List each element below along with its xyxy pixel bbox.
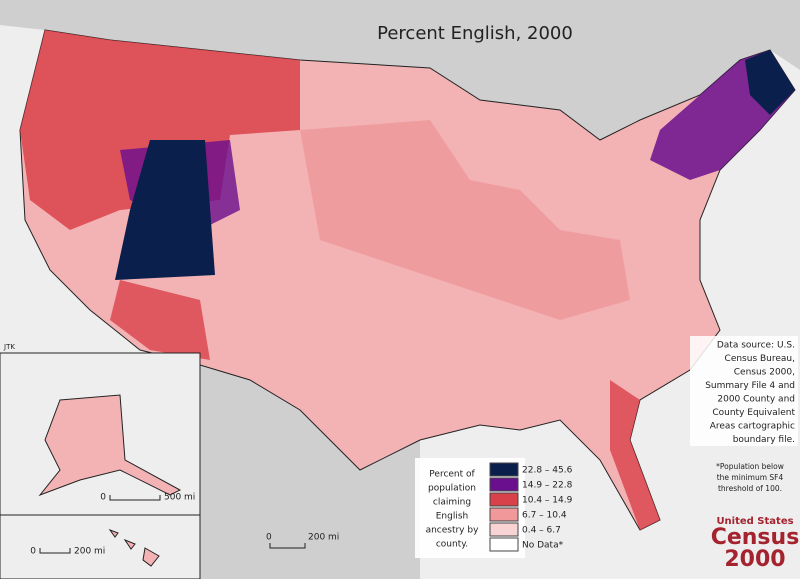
legend-heading: Percent of <box>429 470 475 480</box>
logo-line: United States <box>716 516 793 527</box>
logo-line: 2000 <box>724 547 785 572</box>
legend-heading: ancestry by <box>426 526 480 536</box>
logo-line: Census <box>711 525 800 550</box>
legend-label: No Data* <box>522 541 564 551</box>
source-line: Census 2000, <box>734 368 795 378</box>
source-line: 2000 County and <box>717 395 795 405</box>
footnote-line: *Population below <box>716 462 784 471</box>
florida-region <box>610 380 660 530</box>
legend-swatch <box>489 522 519 537</box>
alaska <box>38 394 182 497</box>
scale-distance: 200 mi <box>74 547 105 557</box>
source-line: Areas cartographic <box>710 422 795 432</box>
northwest-region <box>20 30 300 230</box>
scale-bar <box>39 548 71 554</box>
legend-swatch <box>489 537 519 552</box>
legend-label: 22.8 – 45.6 <box>522 466 573 476</box>
source-line: Census Bureau, <box>725 354 795 364</box>
legend-label: 10.4 – 14.9 <box>522 496 573 506</box>
mexico <box>200 365 420 579</box>
maine-region <box>745 50 795 115</box>
map-title: Percent English, 2000 <box>377 23 573 44</box>
source-line: Summary File 4 and <box>705 381 795 391</box>
legend-swatch <box>489 507 519 522</box>
source-box <box>690 336 798 446</box>
legend-swatch <box>489 477 519 492</box>
credit: JTK <box>3 343 15 351</box>
scale-zero: 0 <box>100 493 106 503</box>
utah-region <box>115 140 215 280</box>
scale-distance: 500 mi <box>164 493 195 503</box>
arizona-region <box>110 280 210 360</box>
source: Data source: U.S. Census Bureau, Census 20… <box>705 341 795 446</box>
legend-label: 6.7 – 10.4 <box>522 511 567 521</box>
legend-swatch <box>489 492 519 507</box>
scale-bar <box>109 495 161 501</box>
scale-zero: 0 <box>30 547 36 557</box>
footnote-line: threshold of 100. <box>718 484 782 493</box>
canada <box>0 0 800 140</box>
source-line: boundary file. <box>733 435 795 445</box>
scale-zero: 0 <box>266 533 272 543</box>
legend-heading: population <box>428 484 476 494</box>
footnote: *Population below the minimum SF4 threshol… <box>716 462 784 493</box>
scale-distance: 200 mi <box>308 533 339 543</box>
footnote-line: the minimum SF4 <box>717 473 784 482</box>
legend-swatch <box>489 462 519 477</box>
legend-heading: county. <box>436 540 468 550</box>
midwest-region <box>300 120 630 320</box>
source-line: Data source: U.S. <box>717 341 795 351</box>
legend-heading: claiming <box>433 498 471 508</box>
hawaii-inset <box>0 514 201 579</box>
scale-bar <box>269 543 306 549</box>
legend-label: 14.9 – 22.8 <box>522 481 573 491</box>
legend-heading: English <box>436 512 469 522</box>
legend-label: 0.4 – 6.7 <box>522 526 561 536</box>
hawaii <box>108 528 160 567</box>
source-line: County Equivalent <box>712 408 795 418</box>
legend: Percent of population claiming English ances… <box>426 462 573 552</box>
